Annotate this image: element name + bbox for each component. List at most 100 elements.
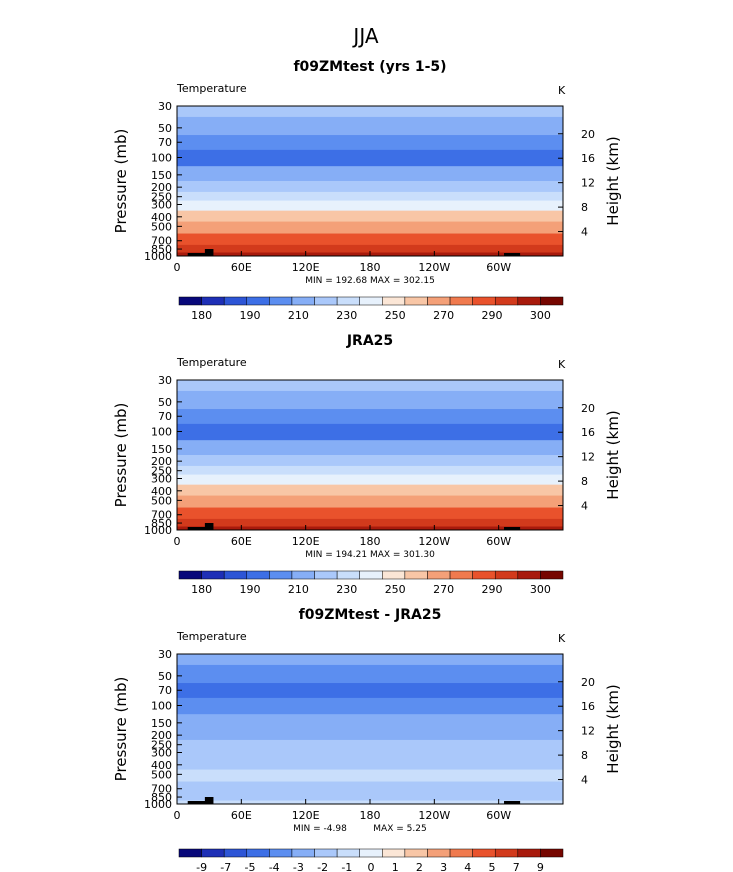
colorbar-label: -1 [341,861,352,872]
contour-band [177,181,563,193]
panel-title: f09ZMtest - JRA25 [299,607,442,623]
x-tick-label: 0 [174,261,181,274]
colorbar-label: 180 [191,583,212,596]
colorbar-swatch [269,296,293,306]
colorbar-label: 1 [392,861,399,872]
x-tick-label: 120E [292,809,320,822]
contour-band [177,409,563,425]
y-tick-label: 1000 [144,798,172,811]
y-tick-label: 100 [151,700,172,713]
colorbar-swatch [540,296,564,306]
y-tick-label: 50 [158,396,172,409]
colorbar-swatch [449,848,473,858]
x-tick-label: 60W [486,535,511,548]
y-tick-label: 500 [151,768,172,781]
colorbar-label: -4 [269,861,280,872]
colorbar-swatch [404,848,428,858]
contour-band [177,518,563,528]
colorbar-swatch [449,570,473,580]
colorbar-label: 270 [433,309,454,322]
y-tick-label: 150 [151,443,172,456]
height-tick-label: 16 [581,426,595,439]
colorbar-swatch [269,570,293,580]
colorbar-swatch [223,296,248,306]
colorbar-label: 180 [191,309,212,322]
colorbar-swatch [472,848,496,858]
x-tick-label: 120W [418,809,450,822]
contour-band [177,244,563,254]
y-tick-label: 300 [151,198,172,211]
colorbar-label: 4 [464,861,471,872]
x-tick-label: 120W [418,535,450,548]
y-tick-label: 400 [151,485,172,498]
y-tick-label: 70 [158,136,172,149]
colorbar-label: 210 [288,583,309,596]
y-axis-title: Pressure (mb) [112,677,130,782]
colorbar-label: 190 [239,309,260,322]
contour-band [177,739,563,750]
colorbar-swatch [540,848,564,858]
colorbar-swatch [314,570,338,580]
units-label: K [558,358,566,371]
colorbar-swatch [291,570,315,580]
colorbar-swatch [223,570,248,580]
colorbar-swatch [201,570,225,580]
units-label: K [558,84,566,97]
contour-band [177,683,563,699]
height-tick-label: 20 [581,128,595,141]
colorbar-swatch [201,296,225,306]
contour-band [177,507,563,520]
contour-band [177,792,563,802]
colorbar-label: 230 [336,309,357,322]
colorbar-label: -2 [317,861,328,872]
colorbar-swatch [382,570,406,580]
topography-mask [204,797,214,804]
panel-title: JRA25 [346,333,393,349]
y-tick-label: 500 [151,494,172,507]
height-tick-label: 4 [581,500,588,513]
y-tick-label: 700 [151,235,172,248]
colorbar-swatch [201,848,225,858]
y-tick-label: 150 [151,169,172,182]
y-tick-label: 50 [158,670,172,683]
contour-band [177,210,563,223]
topography-mask [187,801,210,804]
contour-band [177,495,563,509]
height-tick-label: 4 [581,774,588,787]
colorbar-label: 5 [489,861,496,872]
x-tick-label: 120W [418,261,450,274]
contour-band [177,135,563,151]
colorbar-label: 250 [385,309,406,322]
y-axis-right-title: Height (km) [604,684,622,773]
colorbar-label: 0 [368,861,375,872]
height-tick-label: 8 [581,201,588,214]
colorbar-swatch [494,848,519,858]
colorbar-swatch [494,570,519,580]
y-tick-label: 200 [151,181,172,194]
colorbar-swatch [336,570,360,580]
x-tick-label: 120E [292,535,320,548]
colorbar-label: 3 [440,861,447,872]
y-tick-label: 250 [151,191,172,204]
colorbar-swatch [336,296,360,306]
colorbar-swatch [359,848,383,858]
min-max-stats: MIN = 192.68 MAX = 302.15 [305,276,435,286]
contour-band [177,729,563,741]
y-tick-label: 250 [151,739,172,752]
contour-band [177,484,563,497]
y-axis-title: Pressure (mb) [112,129,130,234]
x-tick-label: 60W [486,809,511,822]
variable-label: Temperature [176,356,247,369]
colorbar-label: 9 [537,861,544,872]
x-tick-label: 180 [360,809,381,822]
contour-band [177,455,563,467]
contour-band [177,200,563,212]
y-axis-right-title: Height (km) [604,136,622,225]
y-tick-label: 400 [151,759,172,772]
colorbar-swatch [246,570,270,580]
colorbar-label: 290 [482,309,503,322]
y-tick-label: 850 [151,517,172,530]
contour-band [177,781,563,794]
contour-band [177,166,563,182]
